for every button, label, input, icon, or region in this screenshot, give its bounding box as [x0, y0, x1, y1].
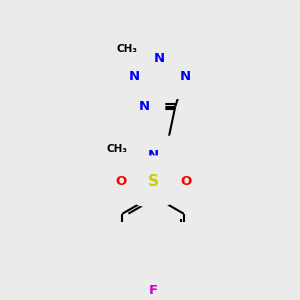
Text: N: N — [148, 149, 159, 162]
Text: N: N — [138, 100, 149, 113]
Text: N: N — [179, 70, 191, 83]
Text: CH₃: CH₃ — [116, 44, 137, 54]
Text: F: F — [148, 284, 158, 297]
Text: N: N — [129, 70, 140, 83]
Text: N: N — [154, 52, 165, 65]
Text: O: O — [180, 175, 191, 188]
Text: S: S — [148, 174, 159, 189]
Text: CH₃: CH₃ — [106, 144, 127, 154]
Text: O: O — [115, 175, 126, 188]
